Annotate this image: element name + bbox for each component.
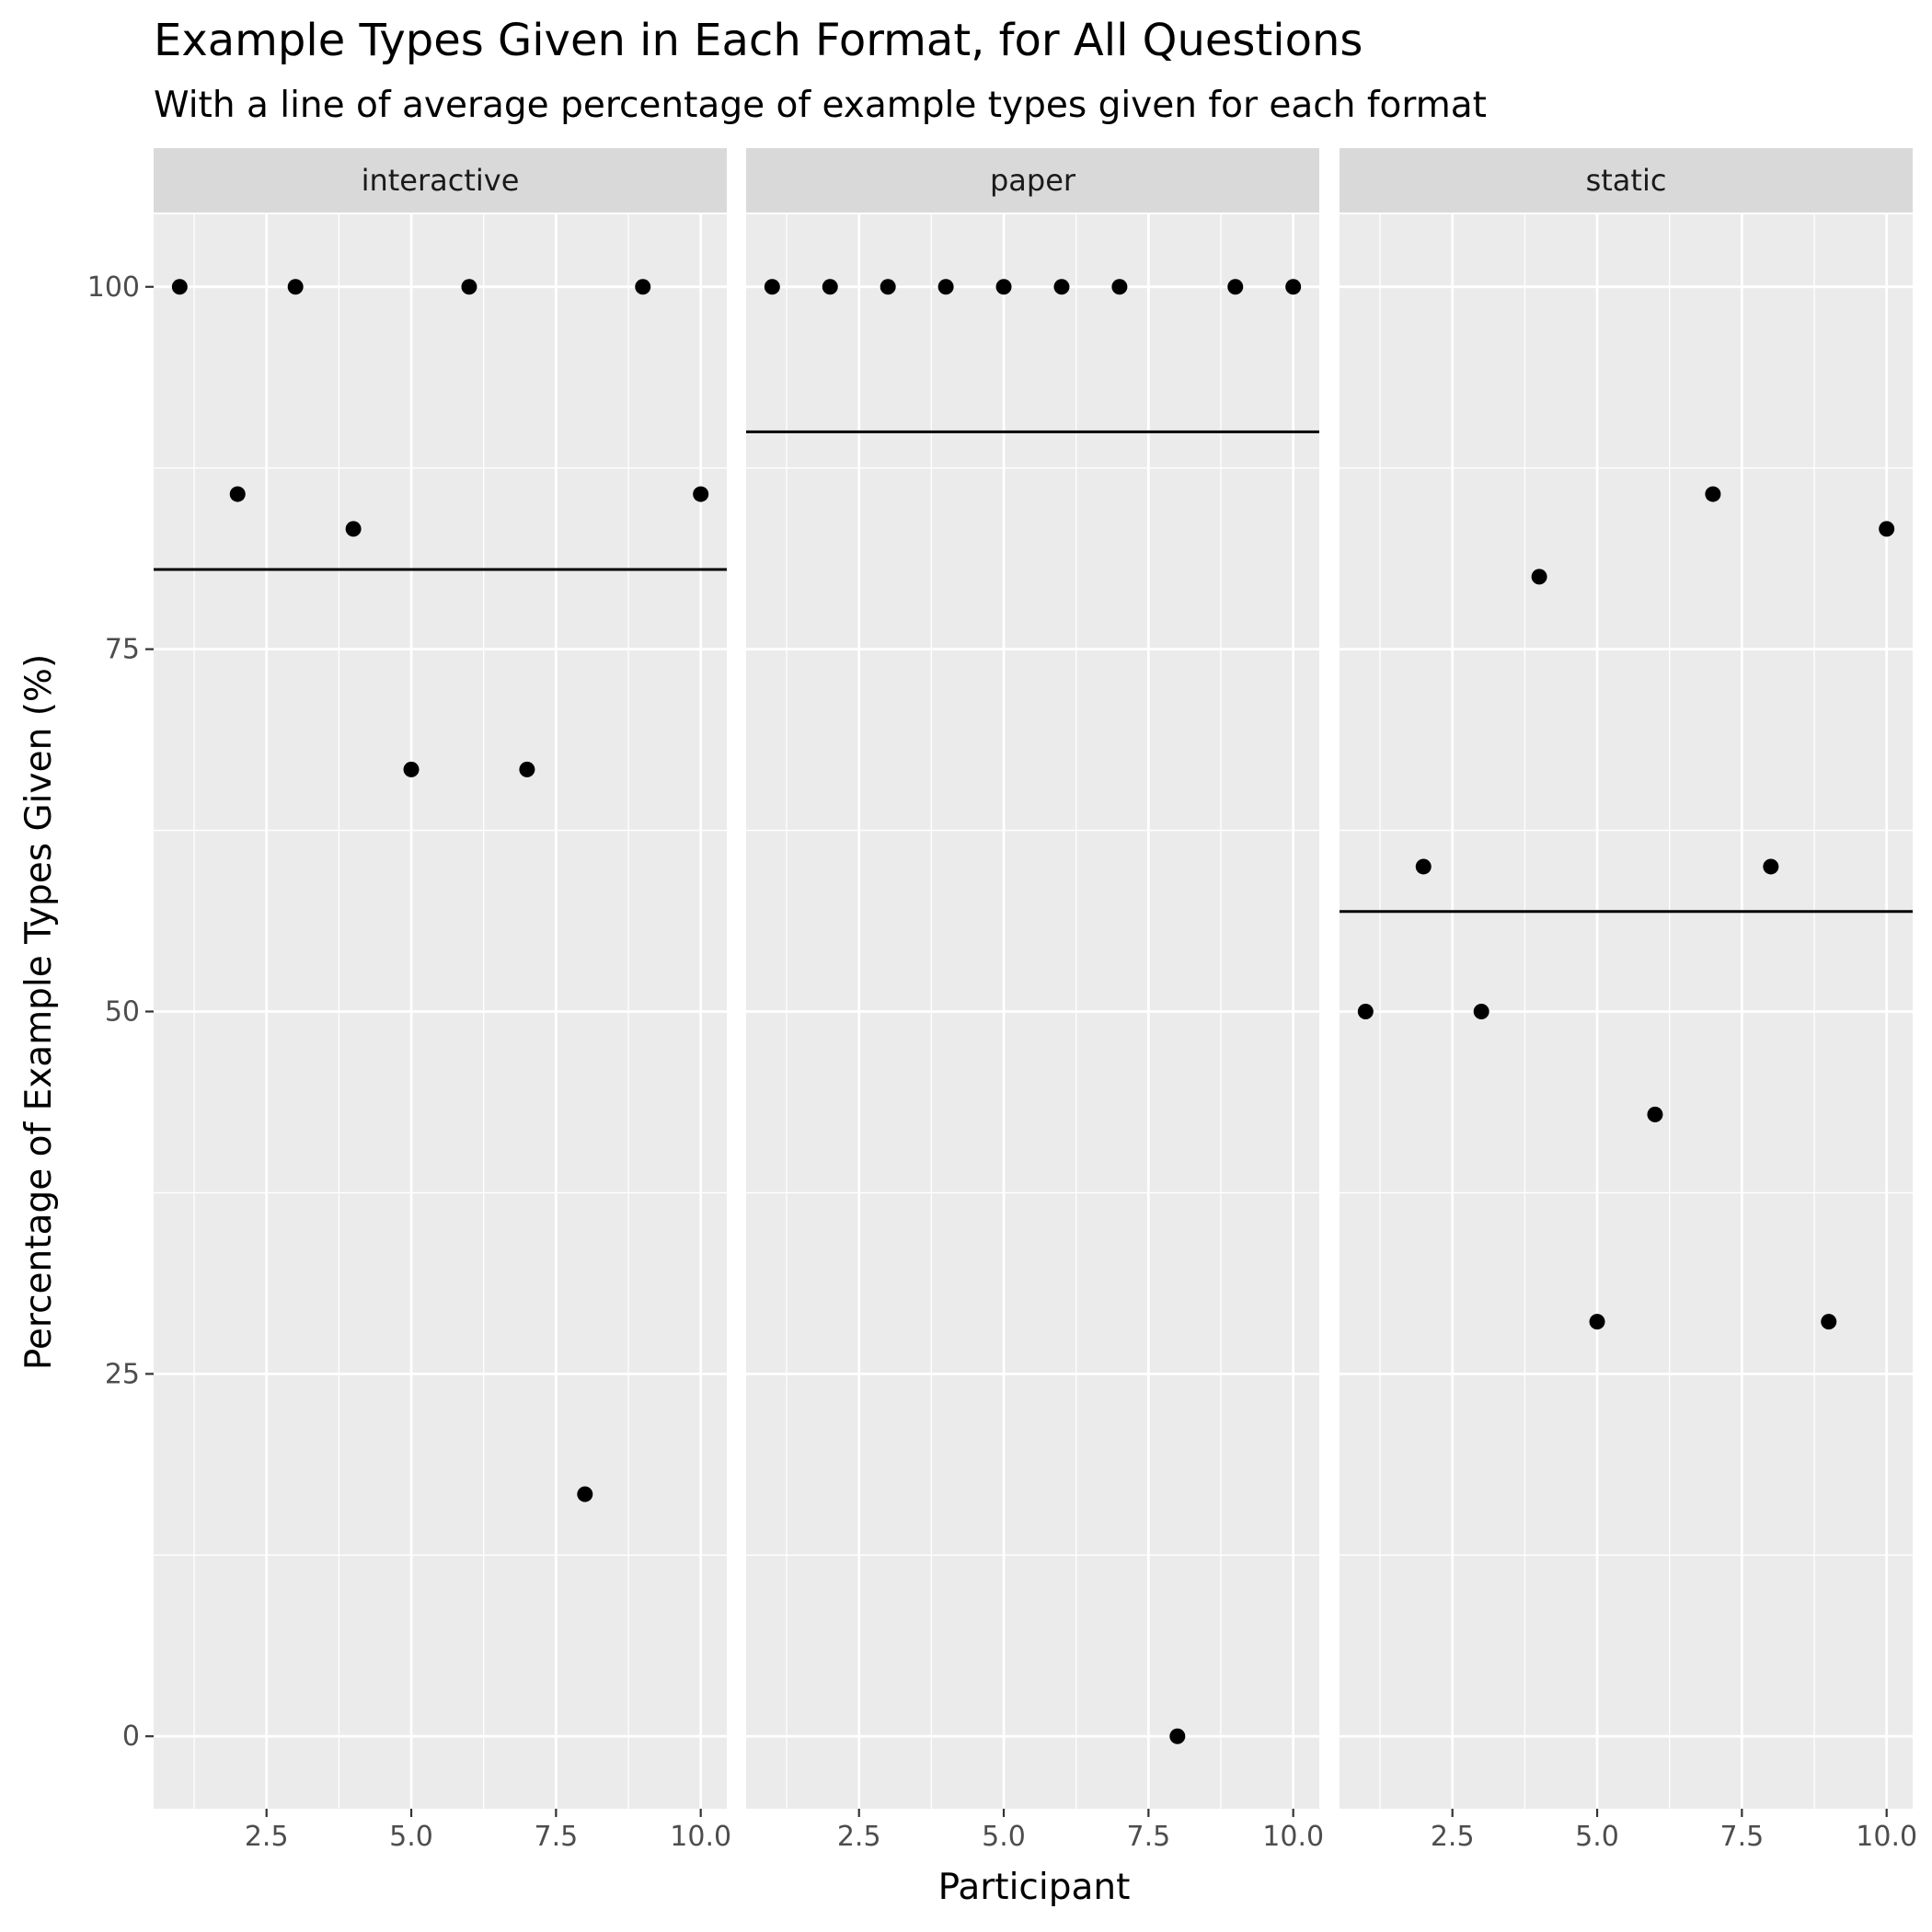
facet-panel-paper: paper 2.5 5.0 7.5 10.0 bbox=[746, 148, 1324, 1853]
x-tick-label: 10.0 bbox=[1856, 1821, 1917, 1853]
facet-panels: interactive 2.5 5.0 7.5 10.0 paper 2.5 5.0 7.5 10… bbox=[154, 148, 1917, 1853]
facet-strip-label: interactive bbox=[362, 163, 520, 198]
data-point bbox=[461, 279, 477, 295]
data-point bbox=[822, 279, 838, 295]
x-tick-label: 10.0 bbox=[1262, 1821, 1324, 1853]
facet-panel-interactive: interactive 2.5 5.0 7.5 10.0 bbox=[154, 148, 731, 1853]
data-point bbox=[519, 761, 535, 777]
y-axis-title: Percentage of Example Types Given (%) bbox=[18, 654, 60, 1370]
data-point bbox=[635, 279, 651, 295]
data-point bbox=[1589, 1314, 1605, 1330]
x-tick-label: 2.5 bbox=[245, 1821, 289, 1853]
data-point bbox=[1169, 1728, 1186, 1744]
facet-panel-static: static 2.5 5.0 7.5 10.0 bbox=[1340, 148, 1917, 1853]
y-tick-label: 50 bbox=[105, 996, 140, 1029]
x-tick-label: 7.5 bbox=[534, 1821, 578, 1853]
data-point bbox=[1647, 1106, 1663, 1122]
data-point bbox=[1227, 279, 1244, 295]
data-point bbox=[764, 279, 780, 295]
facet-strip bbox=[1340, 148, 1913, 213]
data-point bbox=[1053, 279, 1070, 295]
data-point bbox=[345, 521, 362, 537]
data-point bbox=[880, 279, 896, 295]
data-point bbox=[287, 279, 304, 295]
x-tick-label: 2.5 bbox=[1431, 1821, 1475, 1853]
x-tick-label: 5.0 bbox=[389, 1821, 433, 1853]
x-tick-label: 5.0 bbox=[1575, 1821, 1619, 1853]
data-point bbox=[1879, 521, 1895, 537]
chart-subtitle: With a line of average percentage of exa… bbox=[154, 85, 1487, 126]
data-point bbox=[1705, 486, 1721, 502]
data-point bbox=[403, 761, 420, 777]
facet-strip bbox=[746, 148, 1319, 213]
data-point bbox=[1415, 858, 1432, 875]
data-point bbox=[577, 1486, 593, 1502]
y-tick-label: 100 bbox=[87, 271, 140, 304]
y-axis: 0 25 50 75 100 bbox=[87, 271, 154, 1753]
x-tick-label: 7.5 bbox=[1719, 1821, 1764, 1853]
facet-strip-label: static bbox=[1586, 163, 1667, 198]
x-tick-label: 10.0 bbox=[670, 1821, 731, 1853]
y-tick-label: 75 bbox=[105, 634, 140, 666]
data-point bbox=[1473, 1004, 1489, 1019]
data-point bbox=[1821, 1314, 1837, 1330]
data-point bbox=[1531, 569, 1547, 585]
data-point bbox=[1357, 1004, 1374, 1019]
facet-strip bbox=[154, 148, 727, 213]
data-point bbox=[171, 279, 188, 295]
x-tick-label: 7.5 bbox=[1126, 1821, 1170, 1853]
data-point bbox=[229, 486, 246, 502]
facet-strip-label: paper bbox=[990, 163, 1076, 198]
x-tick-label: 2.5 bbox=[837, 1821, 881, 1853]
chart-title: Example Types Given in Each Format, for … bbox=[154, 15, 1363, 66]
data-point bbox=[1111, 279, 1128, 295]
data-point bbox=[1285, 279, 1302, 295]
x-axis-title: Participant bbox=[938, 1867, 1131, 1908]
x-tick-label: 5.0 bbox=[982, 1821, 1026, 1853]
data-point bbox=[693, 486, 709, 502]
data-point bbox=[995, 279, 1012, 295]
data-point bbox=[937, 279, 954, 295]
y-tick-label: 25 bbox=[105, 1358, 140, 1390]
y-tick-label: 0 bbox=[122, 1720, 140, 1753]
data-point bbox=[1763, 858, 1779, 875]
